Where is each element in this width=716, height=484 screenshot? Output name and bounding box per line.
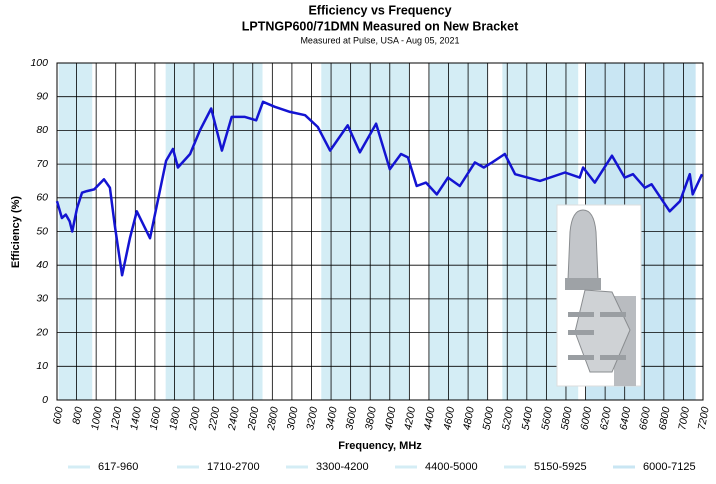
- radome-base: [565, 278, 601, 290]
- x-tick-label: 4600: [441, 406, 457, 431]
- annotation: Measured at Pulse, USA - Aug 05, 2021: [300, 35, 459, 45]
- x-tick-label: 6200: [598, 406, 614, 431]
- radome: [567, 209, 599, 281]
- bolt: [600, 312, 626, 317]
- x-tick-label: 3200: [304, 406, 320, 431]
- x-tick-label: 600: [51, 406, 66, 425]
- x-tick-label: 1400: [128, 406, 144, 431]
- x-tick-label: 3600: [343, 406, 359, 431]
- x-tick-label: 4200: [402, 406, 418, 431]
- x-tick-label: 2400: [226, 406, 242, 432]
- y-tick-label: 50: [36, 225, 48, 237]
- y-tick-label: 60: [36, 192, 48, 204]
- x-tick-label: 1800: [167, 406, 183, 431]
- x-tick-label: 5400: [520, 406, 536, 431]
- x-tick-label: 6800: [657, 406, 673, 431]
- x-tick-label: 800: [70, 406, 85, 425]
- x-tick-label: 6400: [618, 406, 634, 431]
- legend-label: 3300-4200: [316, 461, 369, 473]
- y-tick-label: 40: [36, 259, 48, 271]
- x-tick-label: 5800: [559, 406, 575, 431]
- y-tick-label: 90: [36, 90, 48, 102]
- x-tick-label: 6000: [578, 406, 594, 431]
- x-tick-label: 3800: [363, 406, 379, 431]
- legend-label: 1710-2700: [207, 461, 260, 473]
- y-axis-label: Efficiency (%): [10, 196, 22, 268]
- y-tick-label: 80: [36, 124, 48, 136]
- bolt: [568, 355, 594, 360]
- x-tick-label: 1000: [89, 406, 105, 431]
- x-tick-label: 2800: [265, 406, 281, 432]
- y-tick-label: 0: [42, 394, 48, 406]
- x-tick-label: 4400: [422, 406, 438, 431]
- y-tick-label: 30: [36, 293, 48, 305]
- x-tick-label: 1600: [148, 406, 164, 431]
- x-tick-label: 5000: [480, 406, 496, 431]
- y-tick-label: 70: [36, 158, 48, 170]
- data-line: [55, 100, 704, 277]
- x-tick-label: 3000: [285, 406, 301, 431]
- chart-subtitle: LPTNGP600/71DMN Measured on New Bracket: [242, 19, 519, 33]
- x-tick-label: 5600: [539, 406, 555, 431]
- legend-label: 6000-7125: [643, 461, 696, 473]
- plot-border: [56, 62, 704, 401]
- x-tick-label: 4800: [461, 406, 477, 431]
- y-tick-label: 20: [35, 326, 48, 338]
- x-tick-label: 7200: [696, 406, 712, 431]
- product-image: [556, 204, 642, 387]
- y-tick-label: 10: [36, 360, 48, 372]
- x-tick-label: 2000: [187, 406, 203, 432]
- x-tick-label: 2600: [245, 406, 261, 432]
- bolt: [568, 312, 594, 317]
- y-tick-label: 100: [30, 57, 48, 69]
- x-tick-label: 4000: [383, 406, 399, 431]
- x-tick-label: 6600: [637, 406, 653, 431]
- legend-label: 5150-5925: [534, 461, 587, 473]
- x-tick-label: 1200: [109, 406, 125, 431]
- x-tick-label: 5200: [500, 406, 516, 431]
- bolt: [568, 330, 594, 335]
- x-tick-label: 7000: [676, 406, 692, 431]
- x-tick-label: 3400: [324, 406, 340, 431]
- x-axis-label: Frequency, MHz: [338, 440, 422, 452]
- legend-label: 4400-5000: [425, 461, 478, 473]
- chart-title: Efficiency vs Frequency: [308, 3, 451, 17]
- bolt: [600, 355, 626, 360]
- legend-label: 617-960: [98, 461, 138, 473]
- x-tick-label: 2200: [206, 406, 222, 432]
